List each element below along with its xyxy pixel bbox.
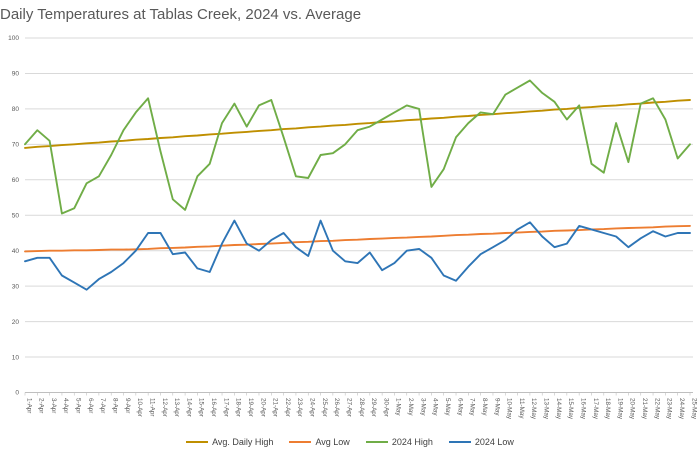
y-axis-tick-label: 10 bbox=[12, 354, 20, 361]
x-axis-tick-label: 13-Apr bbox=[173, 398, 180, 417]
legend-label-2024-high: 2024 High bbox=[391, 437, 433, 447]
x-axis-tick-label: 4-Apr bbox=[62, 398, 69, 413]
x-axis-tick-label: 20-Apr bbox=[259, 398, 266, 417]
x-axis-tick-label: 21-Apr bbox=[272, 398, 279, 417]
y-axis-tick-label: 90 bbox=[12, 71, 20, 78]
series-line-2024-high[interactable] bbox=[24, 79, 691, 215]
x-axis-tick-label: 5-May bbox=[444, 398, 451, 416]
x-axis-tick-label: 19-May bbox=[616, 398, 623, 420]
x-axis-tick-label: 17-May bbox=[592, 398, 599, 420]
legend-label-avg-daily-high: Avg. Daily High bbox=[212, 437, 274, 447]
x-axis-tick-label: 28-Apr bbox=[358, 398, 365, 417]
x-axis-tick-label: 27-Apr bbox=[345, 398, 352, 417]
x-axis-tick-label: 21-May bbox=[641, 398, 648, 420]
series-line-2024-low[interactable] bbox=[24, 219, 691, 291]
y-axis-tick-label: 0 bbox=[15, 390, 19, 397]
x-axis-tick-label: 10-Apr bbox=[136, 398, 143, 417]
legend-label-avg-low: Avg Low bbox=[315, 437, 350, 447]
x-axis-tick-label: 6-May bbox=[456, 398, 463, 416]
x-axis-tick-label: 2-Apr bbox=[38, 398, 45, 413]
x-axis-tick-label: 11-May bbox=[518, 398, 525, 419]
chart-title: Daily Temperatures at Tablas Creek, 2024… bbox=[0, 6, 362, 23]
x-axis-tick-label: 12-May bbox=[530, 398, 537, 420]
x-axis-tick-label: 18-May bbox=[604, 398, 611, 420]
x-axis-tick-label: 24-Apr bbox=[309, 398, 316, 417]
x-axis-tick-label: 23-Apr bbox=[296, 398, 303, 417]
x-axis-tick-label: 15-May bbox=[567, 398, 574, 420]
x-axis-tick-label: 22-Apr bbox=[284, 398, 291, 417]
y-axis-tick-label: 60 bbox=[12, 177, 20, 184]
legend-item-avg-low[interactable]: Avg Low bbox=[289, 437, 350, 447]
x-axis-tick-label: 19-Apr bbox=[247, 398, 254, 417]
x-axis-tick-label: 12-Apr bbox=[161, 398, 168, 417]
x-axis-tick-label: 10-May bbox=[506, 398, 513, 420]
x-axis-tick-label: 25-May bbox=[690, 398, 697, 420]
x-axis-tick-label: 11-Apr bbox=[148, 398, 155, 416]
x-axis-tick-label: 16-Apr bbox=[210, 398, 217, 417]
legend-item-avg-daily-high[interactable]: Avg. Daily High bbox=[186, 437, 273, 447]
y-axis-tick-label: 20 bbox=[12, 319, 20, 326]
x-axis-tick-label: 2-May bbox=[407, 398, 414, 416]
legend-line-swatch-avg-daily-high bbox=[186, 441, 209, 443]
x-axis-tick-label: 15-Apr bbox=[198, 398, 205, 417]
series-line-avg-daily-high[interactable] bbox=[24, 99, 691, 149]
x-axis-tick-label: 17-Apr bbox=[222, 398, 229, 417]
legend-label-2024-low: 2024 Low bbox=[474, 437, 514, 447]
x-axis-tick-label: 30-Apr bbox=[382, 398, 389, 417]
x-axis-tick-label: 14-Apr bbox=[185, 398, 192, 417]
x-axis-tick-label: 29-Apr bbox=[370, 398, 377, 417]
x-axis-tick-label: 24-May bbox=[678, 398, 685, 420]
x-axis-tick-label: 5-Apr bbox=[75, 398, 82, 413]
y-axis-tick-label: 100 bbox=[8, 35, 19, 42]
legend-item-2024-low[interactable]: 2024 Low bbox=[448, 437, 514, 447]
legend: Avg. Daily High Avg Low 2024 High 2024 L… bbox=[0, 437, 700, 447]
x-axis-tick-label: 9-Apr bbox=[124, 398, 131, 413]
y-axis-tick-label: 30 bbox=[12, 283, 20, 290]
x-axis-tick-label: 6-Apr bbox=[87, 398, 94, 413]
x-axis-tick-label: 3-Apr bbox=[50, 398, 57, 413]
legend-line-swatch-2024-high bbox=[365, 441, 388, 443]
x-axis-tick-label: 23-May bbox=[666, 398, 673, 420]
x-axis-tick-label: 13-May bbox=[543, 398, 550, 420]
x-axis-tick-label: 26-Apr bbox=[333, 398, 340, 417]
x-axis-tick-label: 9-May bbox=[493, 398, 500, 416]
x-axis-tick-label: 7-Apr bbox=[99, 398, 106, 413]
y-axis-tick-label: 40 bbox=[12, 248, 20, 255]
x-axis-tick-label: 22-May bbox=[653, 398, 660, 420]
legend-line-swatch-2024-low bbox=[448, 441, 471, 443]
x-axis-tick-label: 20-May bbox=[629, 398, 636, 420]
y-axis-tick-label: 70 bbox=[12, 142, 20, 149]
legend-line-swatch-avg-low bbox=[289, 441, 312, 443]
x-axis-tick-label: 1-Apr bbox=[25, 398, 32, 413]
x-axis-tick-label: 8-May bbox=[481, 398, 488, 416]
x-axis-tick-label: 7-May bbox=[469, 398, 476, 416]
legend-item-2024-high[interactable]: 2024 High bbox=[365, 437, 433, 447]
x-axis-tick-label: 25-Apr bbox=[321, 398, 328, 417]
y-axis-tick-label: 50 bbox=[12, 212, 20, 219]
x-axis-tick-label: 3-May bbox=[419, 398, 426, 416]
x-axis-tick-label: 14-May bbox=[555, 398, 562, 420]
x-axis-tick-label: 4-May bbox=[432, 398, 439, 416]
x-axis-tick-label: 8-Apr bbox=[112, 398, 119, 413]
x-axis-tick-label: 16-May bbox=[579, 398, 586, 420]
y-axis-tick-label: 80 bbox=[12, 106, 20, 113]
x-axis-tick-label: 18-Apr bbox=[235, 398, 242, 417]
x-axis-tick-label: 1-May bbox=[395, 398, 402, 416]
